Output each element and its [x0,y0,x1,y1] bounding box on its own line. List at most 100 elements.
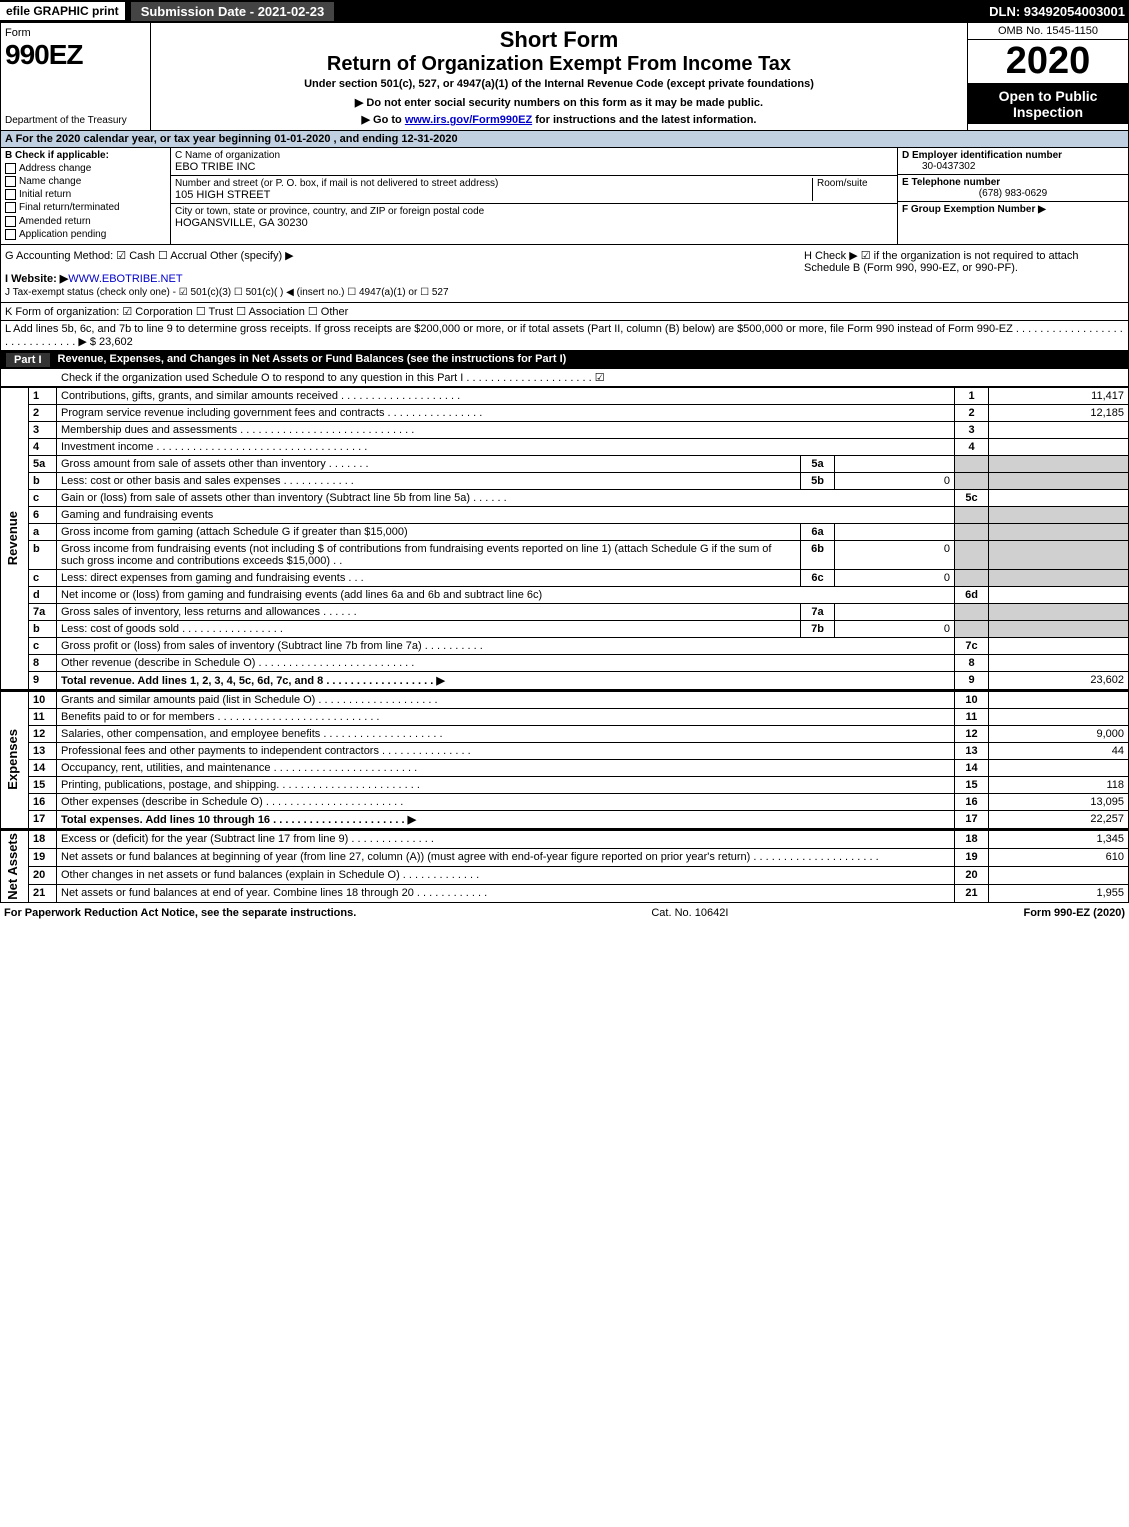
line-num: 8 [29,654,57,671]
line-midval: 0 [835,540,955,569]
line-desc: Net assets or fund balances at beginning… [57,848,955,866]
line-desc: Less: cost of goods sold . . . . . . . .… [57,620,801,637]
line-desc: Gross income from gaming (attach Schedul… [57,523,801,540]
line-rval: 12,185 [989,404,1129,421]
line-row: 13Professional fees and other payments t… [1,742,1129,759]
i-website: I Website: ▶WWW.EBOTRIBE.NET [5,272,804,285]
part1-title: Revenue, Expenses, and Changes in Net As… [58,353,567,367]
line-desc: Total revenue. Add lines 1, 2, 3, 4, 5c,… [57,671,955,689]
line-row: 15Printing, publications, postage, and s… [1,776,1129,793]
line-row: bGross income from fundraising events (n… [1,540,1129,569]
line-midnum: 7b [801,620,835,637]
room-label: Room/suite [817,178,893,189]
goto-link: ▶ Go to www.irs.gov/Form990EZ for instru… [159,113,959,126]
line-rnum: 18 [955,830,989,848]
open-public: Open to Public Inspection [968,84,1128,124]
line-rnum: 7c [955,637,989,654]
line-rnum: 9 [955,671,989,689]
line-rval: 23,602 [989,671,1129,689]
line-rval: 610 [989,848,1129,866]
line-num: 1 [29,387,57,404]
line-rval [989,603,1129,620]
col-b-title: B Check if applicable: [5,150,166,161]
form-word: Form [5,27,146,39]
line-rval: 1,955 [989,884,1129,902]
line-row: 20Other changes in net assets or fund ba… [1,866,1129,884]
line-rval: 9,000 [989,725,1129,742]
tel-value: (678) 983-0629 [902,188,1124,199]
footer-mid: Cat. No. 10642I [651,907,728,919]
line-midval: 0 [835,472,955,489]
line-rval: 22,257 [989,810,1129,828]
g-accounting: G Accounting Method: ☑ Cash ☐ Accrual Ot… [5,249,804,262]
line-num: 19 [29,848,57,866]
line-row: cGain or (loss) from sale of assets othe… [1,489,1129,506]
line-desc: Professional fees and other payments to … [57,742,955,759]
line-desc: Investment income . . . . . . . . . . . … [57,438,955,455]
line-rval [989,540,1129,569]
line-desc: Other expenses (describe in Schedule O) … [57,793,955,810]
line-num: 13 [29,742,57,759]
g-part: G Accounting Method: ☑ Cash ☐ Accrual Ot… [5,249,804,298]
dln-label: DLN: 93492054003001 [989,4,1125,19]
line-rnum [955,506,989,523]
return-title: Return of Organization Exempt From Incom… [159,53,959,76]
line-rval [989,637,1129,654]
group-exemption-label: F Group Exemption Number ▶ [902,204,1124,215]
chk-address-change[interactable]: Address change [5,163,166,174]
line-rval [989,586,1129,603]
line-rval [989,654,1129,671]
line-num: 7a [29,603,57,620]
line-row: Net Assets18Excess or (deficit) for the … [1,830,1129,848]
line-row: dNet income or (loss) from gaming and fu… [1,586,1129,603]
irs-link[interactable]: www.irs.gov/Form990EZ [405,114,532,126]
line-rval [989,759,1129,776]
header-mid: Short Form Return of Organization Exempt… [151,23,968,130]
line-rval [989,421,1129,438]
chk-application-pending[interactable]: Application pending [5,229,166,240]
line-row: 5aGross amount from sale of assets other… [1,455,1129,472]
line-rnum: 12 [955,725,989,742]
short-form-title: Short Form [159,27,959,53]
ein-label: D Employer identification number [902,150,1124,161]
line-rnum: 15 [955,776,989,793]
line-rval: 44 [989,742,1129,759]
header-left: Form 990EZ Department of the Treasury [1,23,151,130]
line-rval: 11,417 [989,387,1129,404]
row-l: L Add lines 5b, 6c, and 7b to line 9 to … [0,321,1129,351]
chk-initial-return[interactable]: Initial return [5,189,166,200]
chk-final-return[interactable]: Final return/terminated [5,202,166,213]
line-row: aGross income from gaming (attach Schedu… [1,523,1129,540]
line-desc: Gaming and fundraising events [57,506,955,523]
line-desc: Benefits paid to or for members . . . . … [57,708,955,725]
line-rval [989,506,1129,523]
line-midnum: 5b [801,472,835,489]
line-rnum [955,603,989,620]
part1-sub: Check if the organization used Schedule … [0,369,1129,387]
line-rnum: 16 [955,793,989,810]
side-label: Net Assets [1,830,29,902]
line-desc: Net assets or fund balances at end of ye… [57,884,955,902]
line-row: 4Investment income . . . . . . . . . . .… [1,438,1129,455]
line-num: 18 [29,830,57,848]
line-desc: Gross amount from sale of assets other t… [57,455,801,472]
org-name-label: C Name of organization [175,150,893,161]
line-desc: Contributions, gifts, grants, and simila… [57,387,955,404]
form-header: Form 990EZ Department of the Treasury Sh… [0,22,1129,131]
line-rnum [955,455,989,472]
line-rval [989,489,1129,506]
line-desc: Printing, publications, postage, and shi… [57,776,955,793]
line-midval [835,523,955,540]
line-midval [835,603,955,620]
line-num: c [29,569,57,586]
website-link[interactable]: WWW.EBOTRIBE.NET [68,273,182,285]
line-rval: 118 [989,776,1129,793]
line-midnum: 7a [801,603,835,620]
col-d-ein: D Employer identification number 30-0437… [898,148,1128,244]
header-right: OMB No. 1545-1150 2020 Open to Public In… [968,23,1128,130]
side-label: Expenses [1,691,29,829]
line-rval [989,455,1129,472]
line-row: 11Benefits paid to or for members . . . … [1,708,1129,725]
chk-name-change[interactable]: Name change [5,176,166,187]
chk-amended-return[interactable]: Amended return [5,216,166,227]
